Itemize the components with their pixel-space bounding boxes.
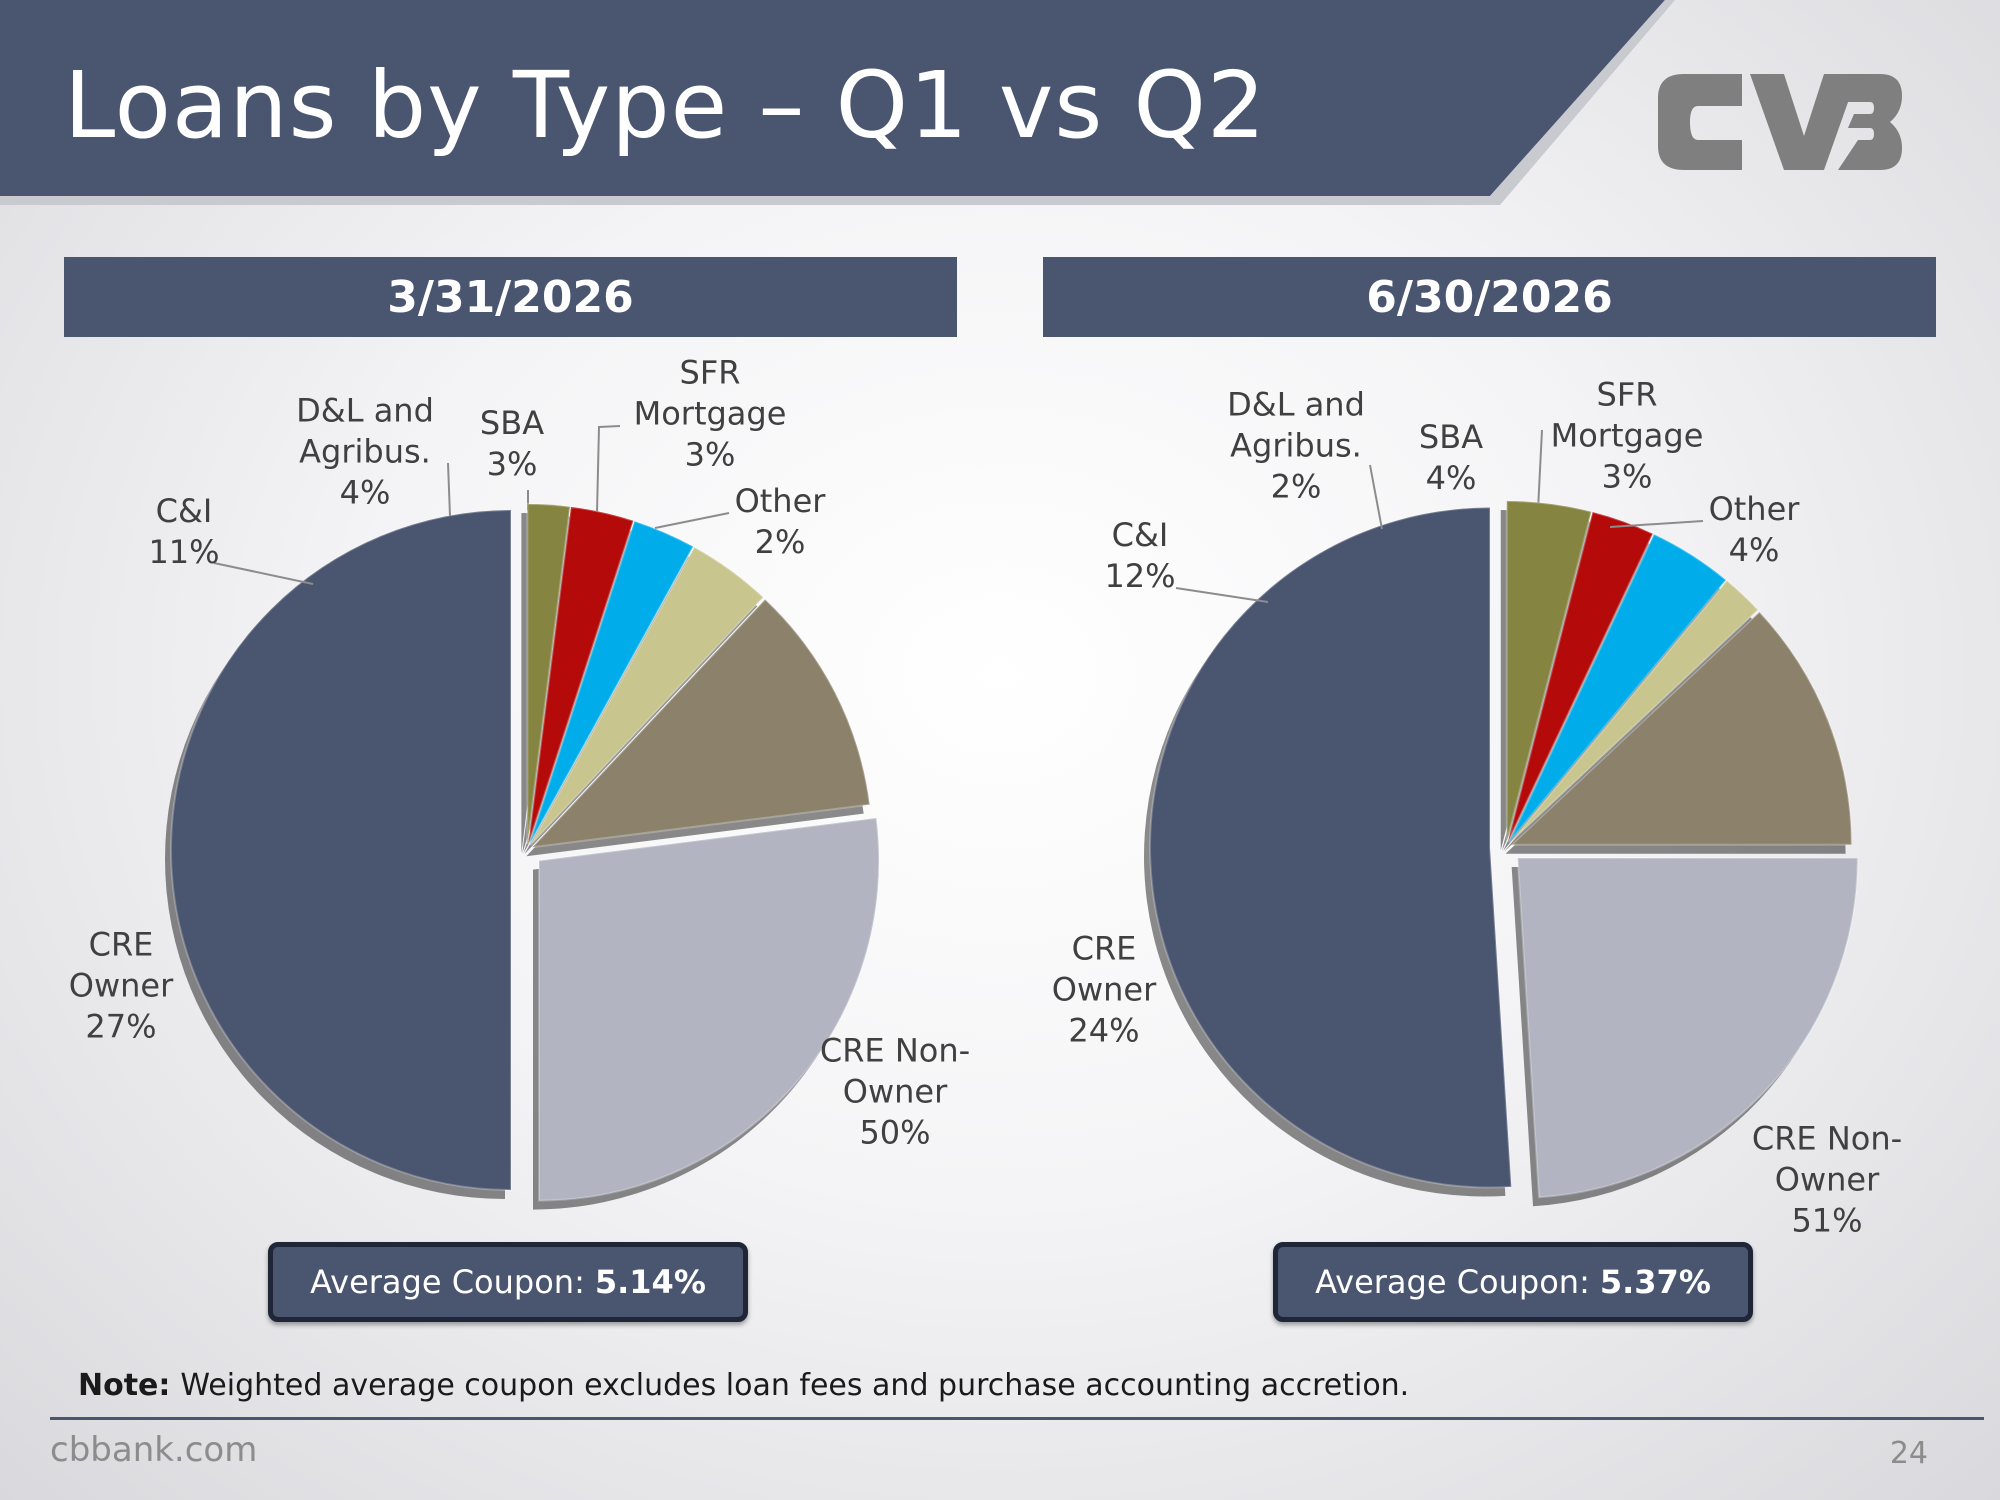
pie-slice-other xyxy=(526,503,572,845)
pie-slice-dandl-and-agribus xyxy=(529,545,765,846)
pie-slice-sba xyxy=(528,519,695,845)
pie-slice-dandl-and-agribus xyxy=(1509,579,1760,844)
date-header-q1: 3/31/2026 xyxy=(64,257,957,337)
pie-slice-sba xyxy=(1508,532,1728,843)
data-label-other: Other 4% xyxy=(1708,490,1800,569)
data-label-dandl-and-agribus: D&L and Agribus. 2% xyxy=(1227,385,1365,506)
average-coupon-q2: Average Coupon: 5.37% xyxy=(1273,1242,1753,1322)
average-coupon-value: 5.14% xyxy=(594,1263,706,1301)
footer-website: cbbank.com xyxy=(50,1430,258,1470)
average-coupon-q1: Average Coupon: 5.14% xyxy=(268,1242,748,1322)
pie-slice-candi xyxy=(1509,610,1853,846)
pie-slice-sfr-mortgage xyxy=(527,505,635,845)
pie-slice-cre-non-owner xyxy=(1148,506,1513,1189)
leader-line-other xyxy=(654,512,730,529)
pie-slice-cre-non-owner xyxy=(170,508,512,1192)
leader-line-candi xyxy=(1175,587,1269,603)
footnote: Note: Weighted average coupon excludes lo… xyxy=(78,1368,1409,1403)
data-label-sba: SBA 3% xyxy=(479,404,545,483)
data-label-cre-owner: CRE Owner 27% xyxy=(68,925,174,1046)
data-label-sfr-mortgage: SFR Mortgage 3% xyxy=(633,353,787,474)
data-label-cre-non-owner: CRE Non- Owner 50% xyxy=(819,1031,971,1152)
pie-slice-other xyxy=(1505,500,1593,842)
note-text: Weighted average coupon excludes loan fe… xyxy=(180,1368,1410,1403)
page-title: Loans by Type – Q1 vs Q2 xyxy=(64,52,1267,159)
average-coupon-label: Average Coupon: xyxy=(1315,1263,1590,1301)
footer-divider xyxy=(50,1417,1984,1420)
leader-line-sfr-mortgage xyxy=(1537,429,1543,511)
cvb-logo xyxy=(1658,74,1902,170)
average-coupon-value: 5.37% xyxy=(1599,1263,1711,1301)
pie-slice-sfr-mortgage xyxy=(1507,510,1655,842)
data-label-sfr-mortgage: SFR Mortgage 3% xyxy=(1550,375,1704,496)
header-band xyxy=(0,0,1675,205)
data-label-dandl-and-agribus: D&L and Agribus. 4% xyxy=(296,391,434,512)
date-header-q2: 6/30/2026 xyxy=(1043,257,1936,337)
data-label-candi: C&I 11% xyxy=(148,492,220,571)
leader-line-dandl-and-agribus xyxy=(1369,464,1383,530)
leader-line-dandl-and-agribus xyxy=(447,462,451,517)
pie-slice-candi xyxy=(529,598,871,849)
leader-line-other xyxy=(1609,520,1704,528)
average-coupon-label: Average Coupon: xyxy=(310,1263,585,1301)
leader-line-candi xyxy=(213,562,314,585)
data-label-sba: SBA 4% xyxy=(1418,418,1484,497)
leader-line-sfr-mortgage xyxy=(596,425,621,513)
data-label-cre-owner: CRE Owner 24% xyxy=(1051,929,1157,1050)
data-label-candi: C&I 12% xyxy=(1104,516,1176,595)
data-label-cre-non-owner: CRE Non- Owner 51% xyxy=(1751,1119,1903,1240)
data-label-other: Other 2% xyxy=(734,482,826,561)
note-label: Note: xyxy=(78,1368,171,1403)
page-number: 24 xyxy=(1889,1436,1928,1471)
pie-slice-cre-owner xyxy=(538,816,880,1202)
pie-slice-cre-owner xyxy=(1516,856,1859,1199)
